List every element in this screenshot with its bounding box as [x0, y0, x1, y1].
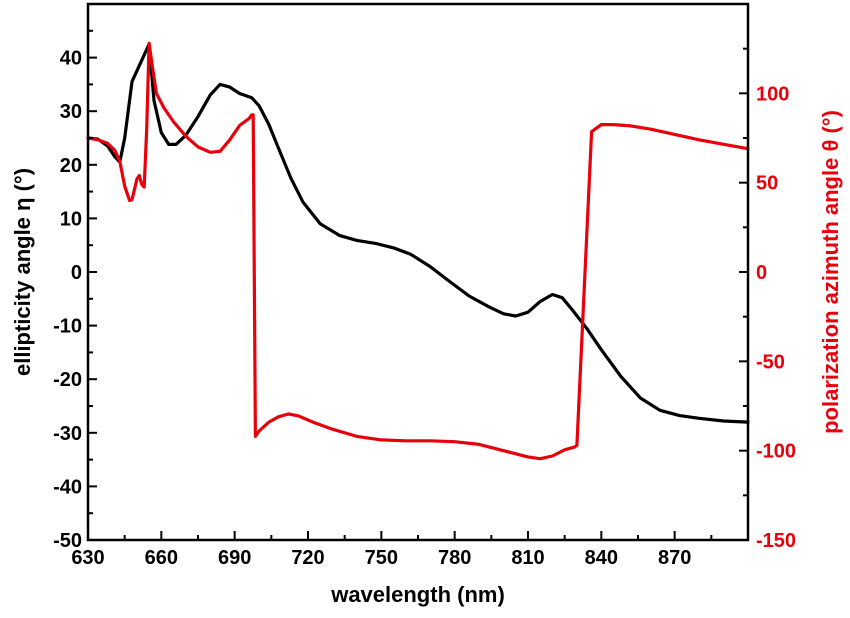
x-axis-title: wavelength (nm): [330, 582, 505, 607]
bottom-axis: 630 660 690 720 750 780 810 840 870: [71, 531, 713, 569]
left-tick-label: -10: [53, 316, 82, 338]
x-tick-label: 630: [71, 547, 104, 569]
x-tick-label: 660: [145, 547, 178, 569]
series-layer: [86, 41, 750, 461]
left-axis-title: ellipticity angle η (°): [10, 168, 35, 376]
left-tick-label: 10: [60, 208, 82, 230]
right-tick-label: 0: [756, 262, 767, 284]
right-tick-label: -150: [756, 530, 796, 552]
x-tick-label: 750: [365, 547, 398, 569]
x-tick-label: 840: [585, 547, 618, 569]
right-tick-label: -100: [756, 441, 796, 463]
left-axis: -50 -40 -30 -20 -10 0 10 20 30 40: [53, 29, 97, 552]
plot-frame: [86, 2, 750, 542]
left-tick-label: 40: [60, 48, 82, 70]
left-tick-label: -30: [53, 423, 82, 445]
left-tick-label: 0: [71, 262, 82, 284]
x-tick-label: 780: [438, 547, 471, 569]
right-tick-label: 50: [756, 173, 778, 195]
x-tick-label: 810: [511, 547, 544, 569]
x-tick-label: 690: [218, 547, 251, 569]
series-line-azimuth: [86, 41, 750, 461]
right-axis: -150 -100 -50 0 50 100: [739, 47, 796, 552]
right-tick-label: -50: [756, 351, 785, 373]
left-tick-label: -20: [53, 369, 82, 391]
x-tick-label: 720: [291, 547, 324, 569]
right-tick-label: 100: [756, 83, 789, 105]
left-tick-label: 30: [60, 101, 82, 123]
x-tick-label: 870: [658, 547, 691, 569]
series-line-ellipticity: [86, 42, 750, 424]
left-tick-label: -40: [53, 476, 82, 498]
left-tick-label: 20: [60, 155, 82, 177]
left-tick-label: -50: [53, 530, 82, 552]
right-axis-title: polarization azimuth angle θ (°): [818, 110, 843, 434]
